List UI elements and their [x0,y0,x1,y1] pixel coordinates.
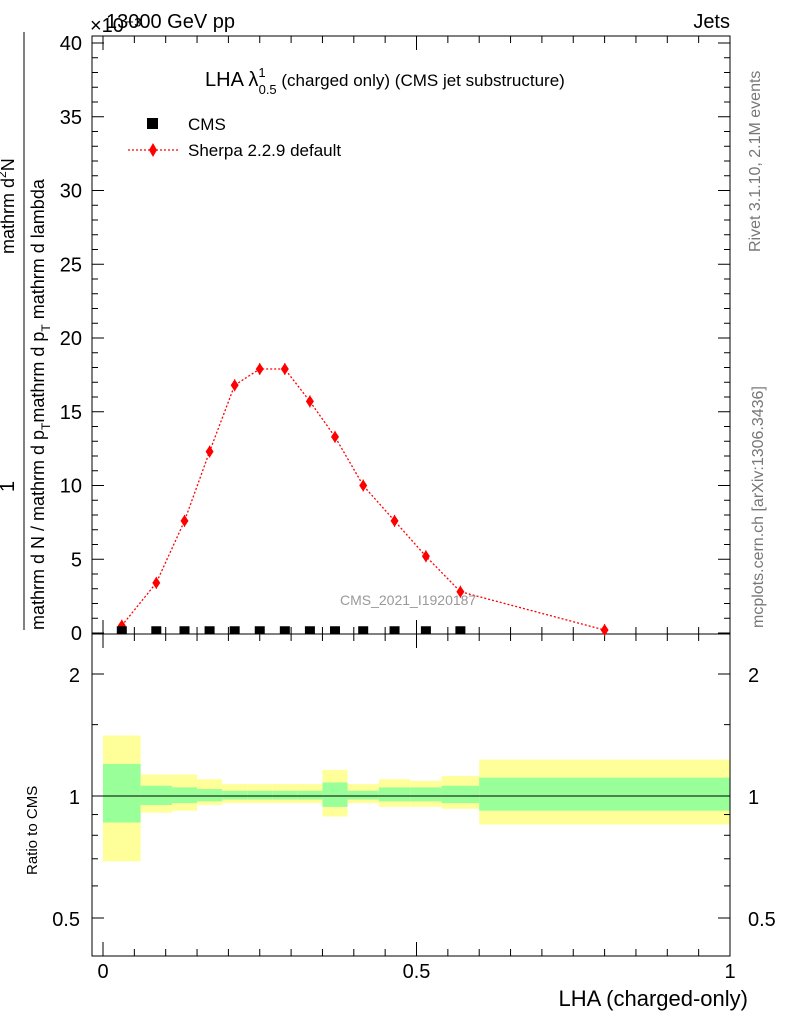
mc-point [421,550,430,563]
main-y-tick-label: 10 [60,476,82,498]
data-point [229,626,240,635]
header-right: Jets [693,11,730,33]
mc-point [152,576,161,589]
mc-point [456,585,465,598]
mc-series-line [121,368,605,631]
main-y-tick-label: 35 [60,107,82,129]
data-point [358,626,369,635]
y-exponent: ×10⁻³ [90,15,141,37]
x-axis-label: LHA (charged-only) [558,986,748,1011]
header-left: 13000 GeV pp [106,11,235,33]
mc-point [330,430,339,443]
main-y-tick-label: 20 [60,328,82,350]
data-point [254,626,265,635]
mc-point [280,362,289,375]
ratio-band-inner [140,785,172,806]
ratio-band-inner [297,790,323,800]
mc-point [255,362,264,375]
ratio-band-inner [378,787,411,802]
ratio-band-inner [103,763,141,823]
legend: CMS Sherpa 2.2.9 default [128,115,341,160]
rivet-version-label: Rivet 3.1.10, 2.1M events [747,71,764,252]
data-point [389,626,400,635]
ratio-y-tick-label: 1 [69,787,80,809]
ratio-band-inner [171,787,198,804]
data-point [455,626,466,635]
mc-point [600,624,609,637]
mc-series-markers [117,362,609,637]
data-point [204,626,215,635]
mc-point [180,514,189,527]
mc-point [305,395,314,408]
ratio-frame [91,633,731,957]
ratio-band-inner [197,789,223,802]
legend-mc-marker [149,143,157,157]
main-y-tick-label: 25 [60,254,82,276]
main-y-tick-label: 0 [71,623,82,645]
ratio-band-inner [222,790,248,800]
main-y-tick-label: 5 [71,549,82,571]
data-point [116,626,127,635]
ratio-y-tick-label-right: 2 [748,665,759,687]
ratio-bands [103,735,730,862]
data-point [304,626,315,635]
ratio-y-axis: 0.5 0.5 1 1 2 2 [52,665,776,931]
x-tick-label: 0.5 [403,961,431,983]
data-point [420,626,431,635]
ratio-band-inner [441,785,480,804]
data-point [329,626,340,635]
mc-point [390,514,399,527]
legend-cms-label: CMS [188,115,226,134]
mc-point [205,445,214,458]
x-tick-label: 0 [97,961,108,983]
data-series-markers [116,626,466,635]
ratio-y-tick-label-right: 1 [748,787,759,809]
main-y-label: 1 mathrm d N / mathrm d pTmathrm d pT ma… [0,32,53,630]
data-point [151,626,162,635]
ratio-band-inner [410,787,442,802]
legend-mc-label: Sherpa 2.2.9 default [188,141,341,160]
analysis-watermark: CMS_2021_I1920187 [340,592,476,608]
ratio-band-inner [347,790,379,800]
ratio-band-inner [247,790,273,800]
ratio-y-tick-label-right: 0.5 [748,909,776,931]
ratio-band-inner [272,790,298,800]
x-axis: 0 0.5 1 [97,36,736,983]
svg-text:mathrm d N / mathrm d pTmathrm: mathrm d N / mathrm d pTmathrm d pT math… [28,178,53,630]
main-y-tick-label: 40 [60,33,82,55]
legend-cms-marker [147,118,158,129]
ratio-y-tick-label: 2 [69,665,80,687]
ratio-band-inner [322,782,348,807]
ratio-y-label: Ratio to CMS [24,786,41,875]
x-tick-label: 1 [724,961,735,983]
data-point [279,626,290,635]
svg-text:mathrm d2N: mathrm d2N [0,158,18,254]
svg-text:1: 1 [0,481,19,492]
chart-title: LHA λ1 0.5 (charged only) (CMS jet substr… [205,65,565,97]
main-y-tick-label: 30 [60,181,82,203]
mc-point [230,379,239,392]
main-y-axis: 0 5 10 15 20 25 30 35 40 [60,33,730,645]
ratio-y-tick-label: 0.5 [52,909,80,931]
main-y-tick-label: 15 [60,402,82,424]
mc-point [359,479,368,492]
data-point [179,626,190,635]
mcplots-label: mcplots.cern.ch [arXiv:1306.3436] [750,386,767,628]
ratio-band-inner [479,777,730,811]
